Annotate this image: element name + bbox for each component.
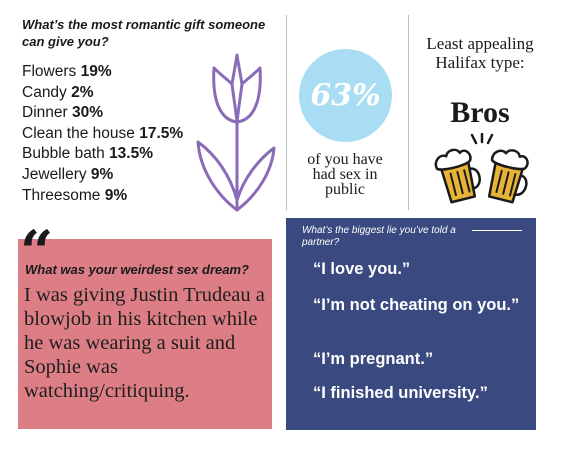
- quote-mark-icon: “: [20, 218, 54, 286]
- dream-answer: I was giving Justin Trudeau a blowjob in…: [24, 284, 265, 402]
- list-item: Flowers 19%: [22, 62, 183, 83]
- gift-label: Candy: [22, 83, 67, 101]
- gift-question: What’s the most romantic gift someone ca…: [22, 17, 266, 49]
- gift-label: Dinner: [22, 104, 68, 122]
- divider: [286, 15, 287, 210]
- gift-label: Clean the house: [22, 124, 135, 142]
- list-item: Threesome 9%: [22, 186, 183, 207]
- type-question: Least appealing Halifax type:: [426, 34, 534, 72]
- gift-percent: 17.5%: [139, 124, 184, 142]
- gift-percent: 13.5%: [109, 145, 154, 163]
- type-answer: Bros: [450, 96, 510, 129]
- stat-caption: of you have had sex in public: [307, 151, 383, 198]
- lie-rule: [472, 230, 522, 231]
- stat-value: 63%: [310, 78, 381, 113]
- gift-percent: 2%: [71, 83, 94, 101]
- list-item: Clean the house 17.5%: [22, 124, 183, 145]
- gift-label: Bubble bath: [22, 145, 105, 163]
- gift-percent: 30%: [71, 104, 104, 122]
- gift-percent: 9%: [104, 186, 128, 204]
- beer-mugs-icon: [434, 133, 529, 204]
- list-item: Dinner 30%: [22, 103, 183, 124]
- dream-question: What was your weirdest sex dream?: [25, 262, 249, 277]
- list-item: Jewellery 9%: [22, 165, 183, 186]
- gift-label: Threesome: [22, 186, 101, 204]
- tulip-icon: [196, 53, 276, 212]
- list-item: “I finished university.”: [313, 384, 488, 402]
- gift-label: Flowers: [22, 63, 77, 80]
- gift-label: Jewellery: [22, 165, 87, 183]
- list-item: Candy 2%: [22, 83, 183, 104]
- list-item: “I love you.”: [313, 260, 411, 278]
- divider: [408, 15, 409, 210]
- lie-box: [286, 218, 536, 430]
- gift-list: Flowers 19% Candy 2% Dinner 30% Clean th…: [22, 62, 183, 206]
- list-item: Bubble bath 13.5%: [22, 144, 183, 165]
- list-item: “I’m not cheating on you.”: [313, 296, 520, 314]
- lie-question: What’s the biggest lie you’ve told a par…: [302, 225, 456, 248]
- list-item: “I’m pregnant.”: [313, 350, 434, 368]
- dream-box: [18, 239, 272, 429]
- gift-percent: 19%: [80, 63, 112, 80]
- gift-percent: 9%: [90, 165, 114, 183]
- stat-circle: 63%: [299, 49, 392, 142]
